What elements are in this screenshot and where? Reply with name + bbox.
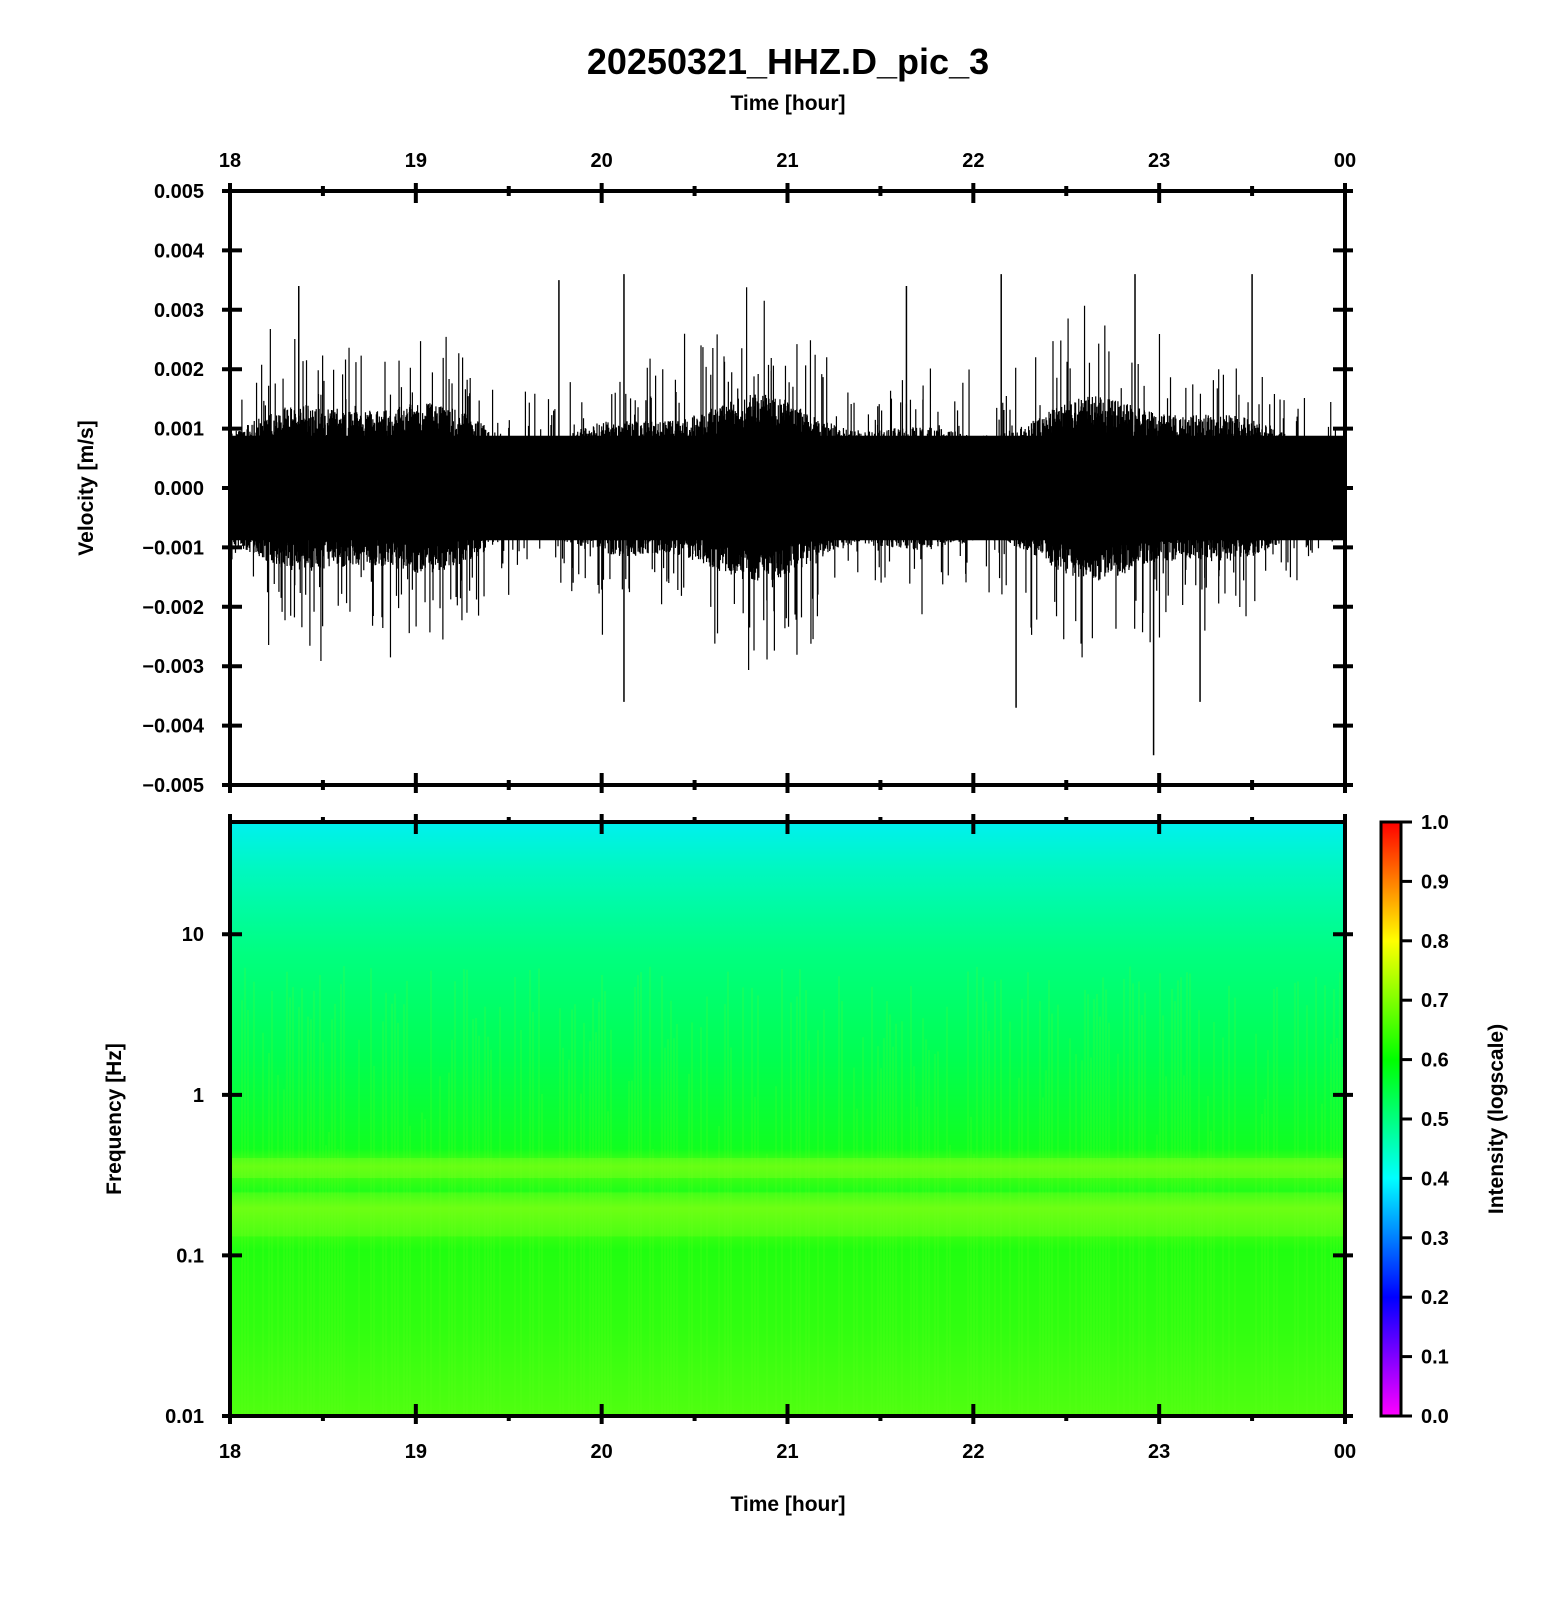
waveform-panel: 18 19 20 21 22 23 00 0.005 0.004 0.003 0.002 0.001… (75, 150, 1356, 1421)
waveform-series (230, 274, 1345, 756)
spectrogram-streaks (241, 966, 1344, 1416)
top-x-tick-label: 18 (219, 150, 241, 172)
spectrogram-texture (230, 966, 1345, 1416)
top-x-tick-label: 00 (1334, 150, 1356, 172)
spectrogram-panel: 18 19 20 21 22 23 00 10 1 0.1 0.01 Frequency [Hz]… (103, 814, 1356, 1516)
bottom-x-tick-label: 19 (405, 1441, 427, 1463)
waveform-y-tick-label: 0.003 (154, 300, 204, 322)
colorbar-tick-label: 1.0 (1421, 812, 1449, 834)
bottom-x-tick-label: 21 (776, 1441, 798, 1463)
colorbar-tick-label: 0.3 (1421, 1228, 1449, 1250)
spectrogram-heatmap (230, 822, 1345, 1416)
waveform-y-tick-label: 0.001 (154, 419, 204, 441)
spectrogram-y-tick-label: 0.01 (165, 1406, 204, 1428)
colorbar-tick-label: 0.0 (1421, 1406, 1449, 1428)
colorbar-tick-label: 0.5 (1421, 1109, 1449, 1131)
colorbar-label: Intensity (logscale) (1485, 1024, 1508, 1214)
spectrogram-y-axis-label: Frequency [Hz] (103, 1043, 126, 1195)
chart-title: 20250321_HHZ.D_pic_3 (587, 41, 989, 82)
waveform-y-tick-label: 0.002 (154, 359, 204, 381)
top-x-tick-label: 20 (591, 150, 613, 172)
colorbar-tick-label: 0.6 (1421, 1050, 1449, 1072)
colorbar-tick-label: 0.1 (1421, 1347, 1449, 1369)
bottom-x-axis-label: Time [hour] (730, 1493, 845, 1516)
colorbar-bar (1379, 820, 1403, 1418)
colorbar: 1.0 0.9 0.8 0.7 0.6 0.5 0.4 0.3 0.2 0.1 0.0 Intens… (1379, 812, 1508, 1428)
colorbar-ticks: 1.0 0.9 0.8 0.7 0.6 0.5 0.4 0.3 0.2 0.1 0.0 (1401, 812, 1450, 1428)
waveform-core-band (230, 435, 1345, 541)
colorbar-tick-label: 0.4 (1421, 1168, 1450, 1190)
colorbar-tick-label: 0.8 (1421, 931, 1449, 953)
waveform-y-tick-label: 0.005 (154, 181, 204, 203)
spectrogram-band-018hz (230, 1192, 1345, 1237)
bottom-x-tick-label: 22 (962, 1441, 984, 1463)
colorbar-tick-label: 0.9 (1421, 871, 1449, 893)
top-x-tick-label: 23 (1148, 150, 1170, 172)
top-x-axis-label: Time [hour] (730, 92, 845, 115)
waveform-y-tick-label: 0.004 (154, 240, 205, 262)
bottom-x-tick-label: 20 (591, 1441, 613, 1463)
waveform-y-tick-label: −0.005 (142, 775, 204, 797)
bottom-x-tick-label: 00 (1334, 1441, 1356, 1463)
waveform-y-ticks: 0.005 0.004 0.003 0.002 0.001 0.000 −0.001 −0.0… (142, 181, 1353, 797)
spectrogram-y-tick-label: 10 (182, 924, 204, 946)
waveform-y-axis-label: Velocity [m/s] (75, 420, 98, 555)
colorbar-tick-label: 0.2 (1421, 1287, 1449, 1309)
spectrogram-band-035hz (230, 1158, 1345, 1179)
spectrogram-x-ticks: 18 19 20 21 22 23 00 (219, 814, 1356, 1463)
waveform-y-tick-label: −0.004 (142, 716, 205, 738)
spectrogram-y-tick-label: 0.1 (176, 1245, 204, 1267)
colorbar-tick-label: 0.7 (1421, 990, 1449, 1012)
waveform-y-tick-label: −0.002 (142, 597, 204, 619)
bottom-x-tick-label: 23 (1148, 1441, 1170, 1463)
waveform-y-tick-label: −0.003 (142, 656, 204, 678)
top-x-tick-label: 22 (962, 150, 984, 172)
bottom-x-tick-label: 18 (219, 1441, 241, 1463)
top-x-tick-label: 21 (776, 150, 798, 172)
waveform-y-tick-label: 0.000 (154, 478, 204, 500)
spectrogram-y-ticks: 10 1 0.1 0.01 (165, 924, 1353, 1428)
waveform-y-tick-label: −0.001 (142, 537, 204, 559)
spectrogram-y-tick-label: 1 (193, 1085, 204, 1107)
waveform-top-x-ticks: 18 19 20 21 22 23 00 (219, 150, 1356, 1421)
top-x-tick-label: 19 (405, 150, 427, 172)
